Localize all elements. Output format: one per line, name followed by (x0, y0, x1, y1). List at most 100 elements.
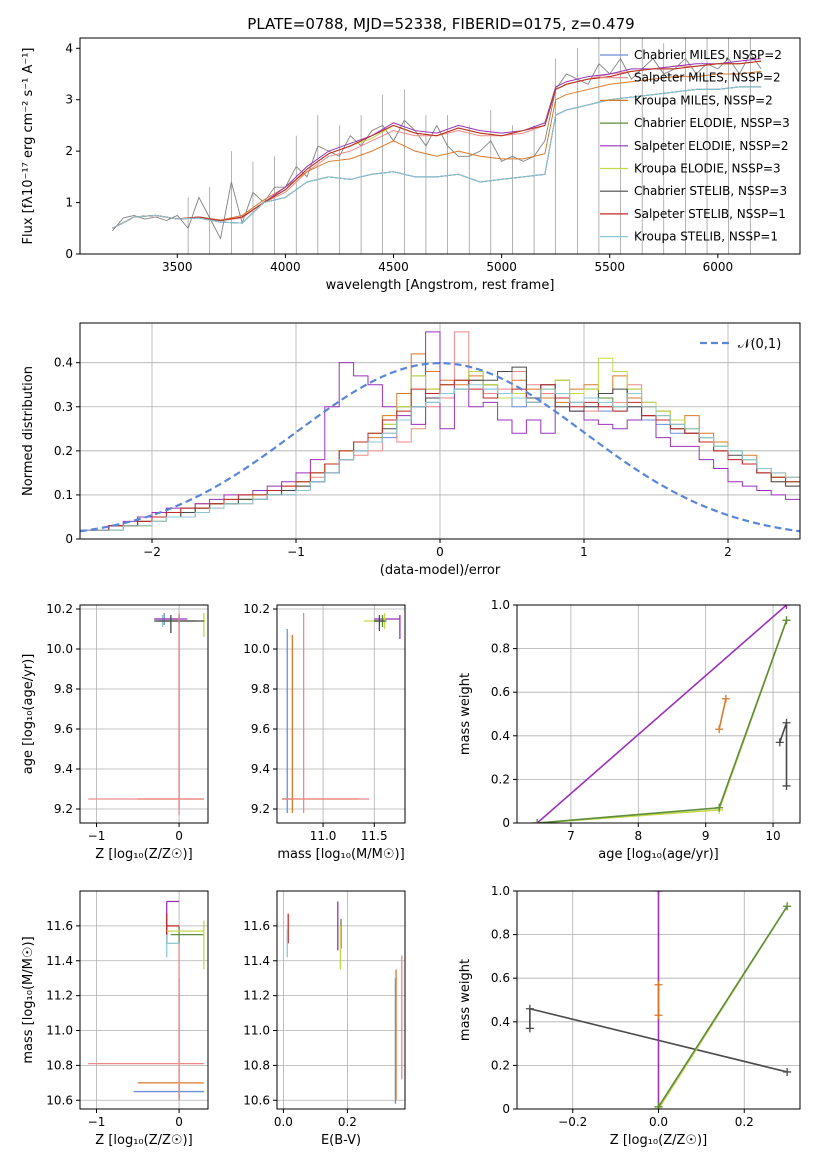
y-tick-label: 11.4 (243, 954, 270, 968)
y-tick-label: 0 (502, 1102, 510, 1116)
y-tick-label: 0 (65, 532, 73, 546)
residual-histogram (80, 384, 800, 531)
spectrum-model-line (112, 60, 762, 229)
legend-label: Salpeter ELODIE, NSSP=2 (634, 139, 789, 153)
x-tick-label: 11.0 (310, 829, 337, 843)
x-axis-label: age [log₁₀(age/yr)] (598, 847, 719, 862)
y-tick-label: 1.0 (491, 884, 510, 898)
weight-point-marker (782, 616, 791, 625)
weight-line (718, 698, 727, 730)
legend-label: Chabrier MILES, NSSP=2 (634, 48, 782, 62)
y-tick-label: 11.6 (46, 919, 73, 933)
x-tick-label: −1 (88, 829, 106, 843)
legend-label: Chabrier ELODIE, NSSP=3 (634, 116, 790, 130)
weight-vs-age-frame (516, 604, 801, 824)
residual-histogram (80, 379, 800, 531)
spectrum-frame (79, 37, 801, 255)
y-tick-label: 11.0 (46, 1024, 73, 1038)
x-axis-label: mass [log₁₀(M/M☉)] (277, 847, 404, 862)
legend-label: 𝒩(0,1) (738, 337, 781, 352)
y-tick-label: 9.2 (54, 802, 73, 816)
x-tick-label: 8 (634, 829, 642, 843)
legend-label: Kroupa ELODIE, NSSP=3 (634, 162, 781, 176)
x-tick-label: 0.2 (735, 1115, 754, 1129)
y-tick-label: 11.2 (243, 989, 270, 1003)
weight-line (537, 619, 788, 823)
x-axis-label: Z [log₁₀(Z/Z☉)] (95, 1133, 192, 1148)
x-axis-label: E(B-V) (321, 1133, 361, 1148)
x-tick-label: −2 (143, 545, 161, 559)
y-tick-label: 10.2 (243, 602, 270, 616)
weight-point-marker (654, 891, 663, 895)
x-axis-label: (data-model)/error (380, 563, 501, 578)
spectrum-data-line (112, 52, 762, 240)
y-tick-label: 0.3 (54, 400, 73, 414)
y-tick-label: 9.6 (54, 722, 73, 736)
legend-label: Chabrier STELIB, NSSP=3 (634, 184, 787, 198)
weight-point-marker (654, 980, 663, 989)
weight-point-marker (782, 605, 791, 609)
y-tick-label: 1.0 (491, 598, 510, 612)
y-tick-label: 0.2 (491, 1058, 510, 1072)
y-tick-label: 9.8 (54, 682, 73, 696)
mass-vs-ebv-frame (276, 890, 406, 1110)
mass-vs-Z-frame (79, 890, 209, 1110)
weight-line (536, 605, 788, 823)
x-tick-label: −1 (88, 1115, 106, 1129)
weight-point-marker (721, 694, 730, 703)
legend-label: Kroupa STELIB, NSSP=1 (634, 230, 778, 244)
y-tick-label: 10.8 (243, 1058, 270, 1072)
y-tick-label: 0.6 (491, 971, 510, 985)
x-tick-label: 7 (567, 829, 575, 843)
y-tick-label: 11.2 (46, 989, 73, 1003)
y-tick-label: 0.2 (491, 772, 510, 786)
weight-point-marker (775, 738, 784, 747)
y-tick-label: 1 (65, 196, 73, 210)
spectrum-plot-area (112, 38, 762, 254)
weight-line (537, 619, 788, 823)
age-vs-mass-frame (276, 604, 406, 824)
y-tick-label: 11.6 (243, 919, 270, 933)
y-tick-label: 10.2 (46, 602, 73, 616)
legend-label: Salpeter STELIB, NSSP=1 (634, 207, 786, 221)
x-tick-label: 5500 (594, 260, 625, 274)
residuals-plot-area (80, 331, 800, 533)
y-axis-label: mass weight (458, 959, 473, 1041)
y-axis-label: mass [log₁₀(M/M☉)] (21, 936, 36, 1063)
legend-label: Kroupa MILES, NSSP=2 (634, 93, 773, 107)
y-tick-label: 9.4 (251, 762, 270, 776)
weight-point-marker (533, 819, 542, 823)
weight-point-marker (715, 803, 724, 812)
weight-point-marker (654, 1102, 663, 1109)
spectrum-model-line (112, 86, 762, 229)
legend-label: Salpeter MILES, NSSP=2 (634, 71, 781, 85)
y-axis-label: mass weight (458, 673, 473, 755)
x-tick-label: 4500 (378, 260, 409, 274)
x-tick-label: −0.2 (558, 1115, 587, 1129)
x-tick-label: 0 (175, 1115, 183, 1129)
y-tick-label: 0.4 (491, 1015, 510, 1029)
residual-histogram (80, 331, 800, 531)
weight-vs-age-plot-area (533, 605, 791, 823)
x-axis-label: Z [log₁₀(Z/Z☉)] (95, 847, 192, 862)
y-axis-label: age [log₁₀(age/yr)] (21, 654, 36, 775)
y-tick-label: 0.4 (491, 729, 510, 743)
weight-point-marker (654, 1011, 663, 1020)
weight-point-marker (783, 1067, 792, 1076)
y-tick-label: 3 (65, 93, 73, 107)
y-tick-label: 9.2 (251, 802, 270, 816)
age-vs-Z-plot-area (88, 613, 206, 815)
y-tick-label: 0.4 (54, 356, 73, 370)
x-tick-label: 0.0 (274, 1115, 293, 1129)
mass-vs-Z-plot-area (88, 900, 205, 1101)
weight-point-marker (783, 902, 792, 911)
y-tick-label: 0 (65, 247, 73, 261)
age-vs-Z-frame (79, 604, 209, 824)
x-axis-label: Z [log₁₀(Z/Z☉)] (610, 1133, 707, 1148)
y-tick-label: 0.6 (491, 685, 510, 699)
y-tick-label: 4 (65, 41, 73, 55)
x-tick-label: 9 (702, 829, 710, 843)
x-tick-label: 3500 (162, 260, 193, 274)
figure-title: PLATE=0788, MJD=52338, FIBERID=0175, z=0… (247, 15, 634, 33)
